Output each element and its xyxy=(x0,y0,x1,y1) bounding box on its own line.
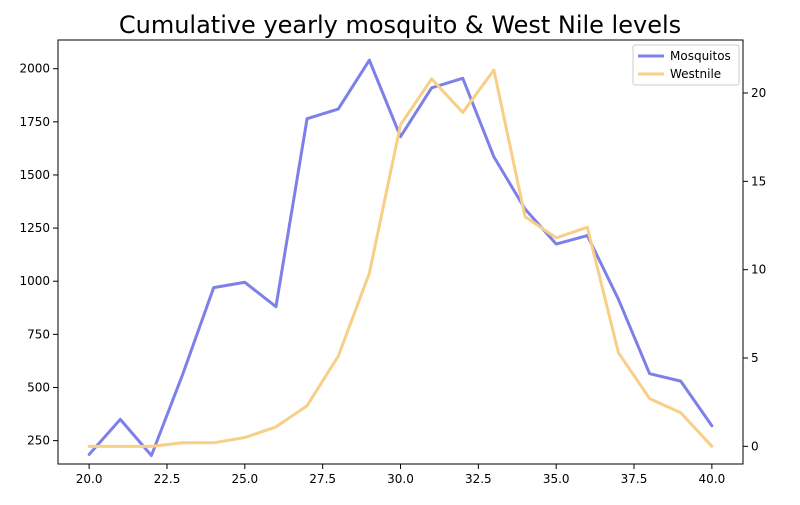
y-left-tick-label: 1500 xyxy=(19,168,50,182)
y-right-tick-label: 15 xyxy=(751,174,766,188)
x-tick-label: 25.0 xyxy=(231,472,258,486)
x-tick-label: 20.0 xyxy=(76,472,103,486)
x-tick-label: 37.5 xyxy=(621,472,648,486)
x-tick-label: 30.0 xyxy=(387,472,414,486)
y-left-tick-label: 250 xyxy=(27,434,50,448)
x-tick-label: 27.5 xyxy=(309,472,336,486)
y-axis-left: 250 500 750 1000 1250 1500 1750 2000 xyxy=(19,62,58,448)
y-left-tick-label: 2000 xyxy=(19,62,50,76)
x-tick-label: 40.0 xyxy=(699,472,726,486)
legend-label-westnile: Westnile xyxy=(670,67,721,81)
y-left-tick-label: 1750 xyxy=(19,115,50,129)
y-right-tick-label: 5 xyxy=(751,351,759,365)
legend: Mosquitos Westnile xyxy=(632,44,740,86)
y-right-tick-label: 10 xyxy=(751,263,766,277)
x-tick-label: 32.5 xyxy=(465,472,492,486)
legend-label-mosquitos: Mosquitos xyxy=(670,49,731,63)
y-left-tick-label: 750 xyxy=(27,327,50,341)
series-layer xyxy=(87,58,714,457)
chart-title: Cumulative yearly mosquito & West Nile l… xyxy=(119,11,681,39)
y-left-tick-label: 1250 xyxy=(19,221,50,235)
plot-frame xyxy=(57,39,744,465)
y-left-tick-label: 1000 xyxy=(19,274,50,288)
y-axis-right: 0 5 10 15 20 xyxy=(743,86,766,453)
series-line-westnile xyxy=(87,68,714,448)
series-line-mosquitos xyxy=(87,58,714,457)
y-left-tick-label: 500 xyxy=(27,380,50,394)
y-right-tick-label: 0 xyxy=(751,439,759,453)
x-tick-label: 35.0 xyxy=(543,472,570,486)
x-axis: 20.0 22.5 25.0 27.5 30.0 32.5 35.0 37.5 40.0 xyxy=(76,464,725,486)
y-right-tick-label: 20 xyxy=(751,86,766,100)
x-tick-label: 22.5 xyxy=(154,472,181,486)
